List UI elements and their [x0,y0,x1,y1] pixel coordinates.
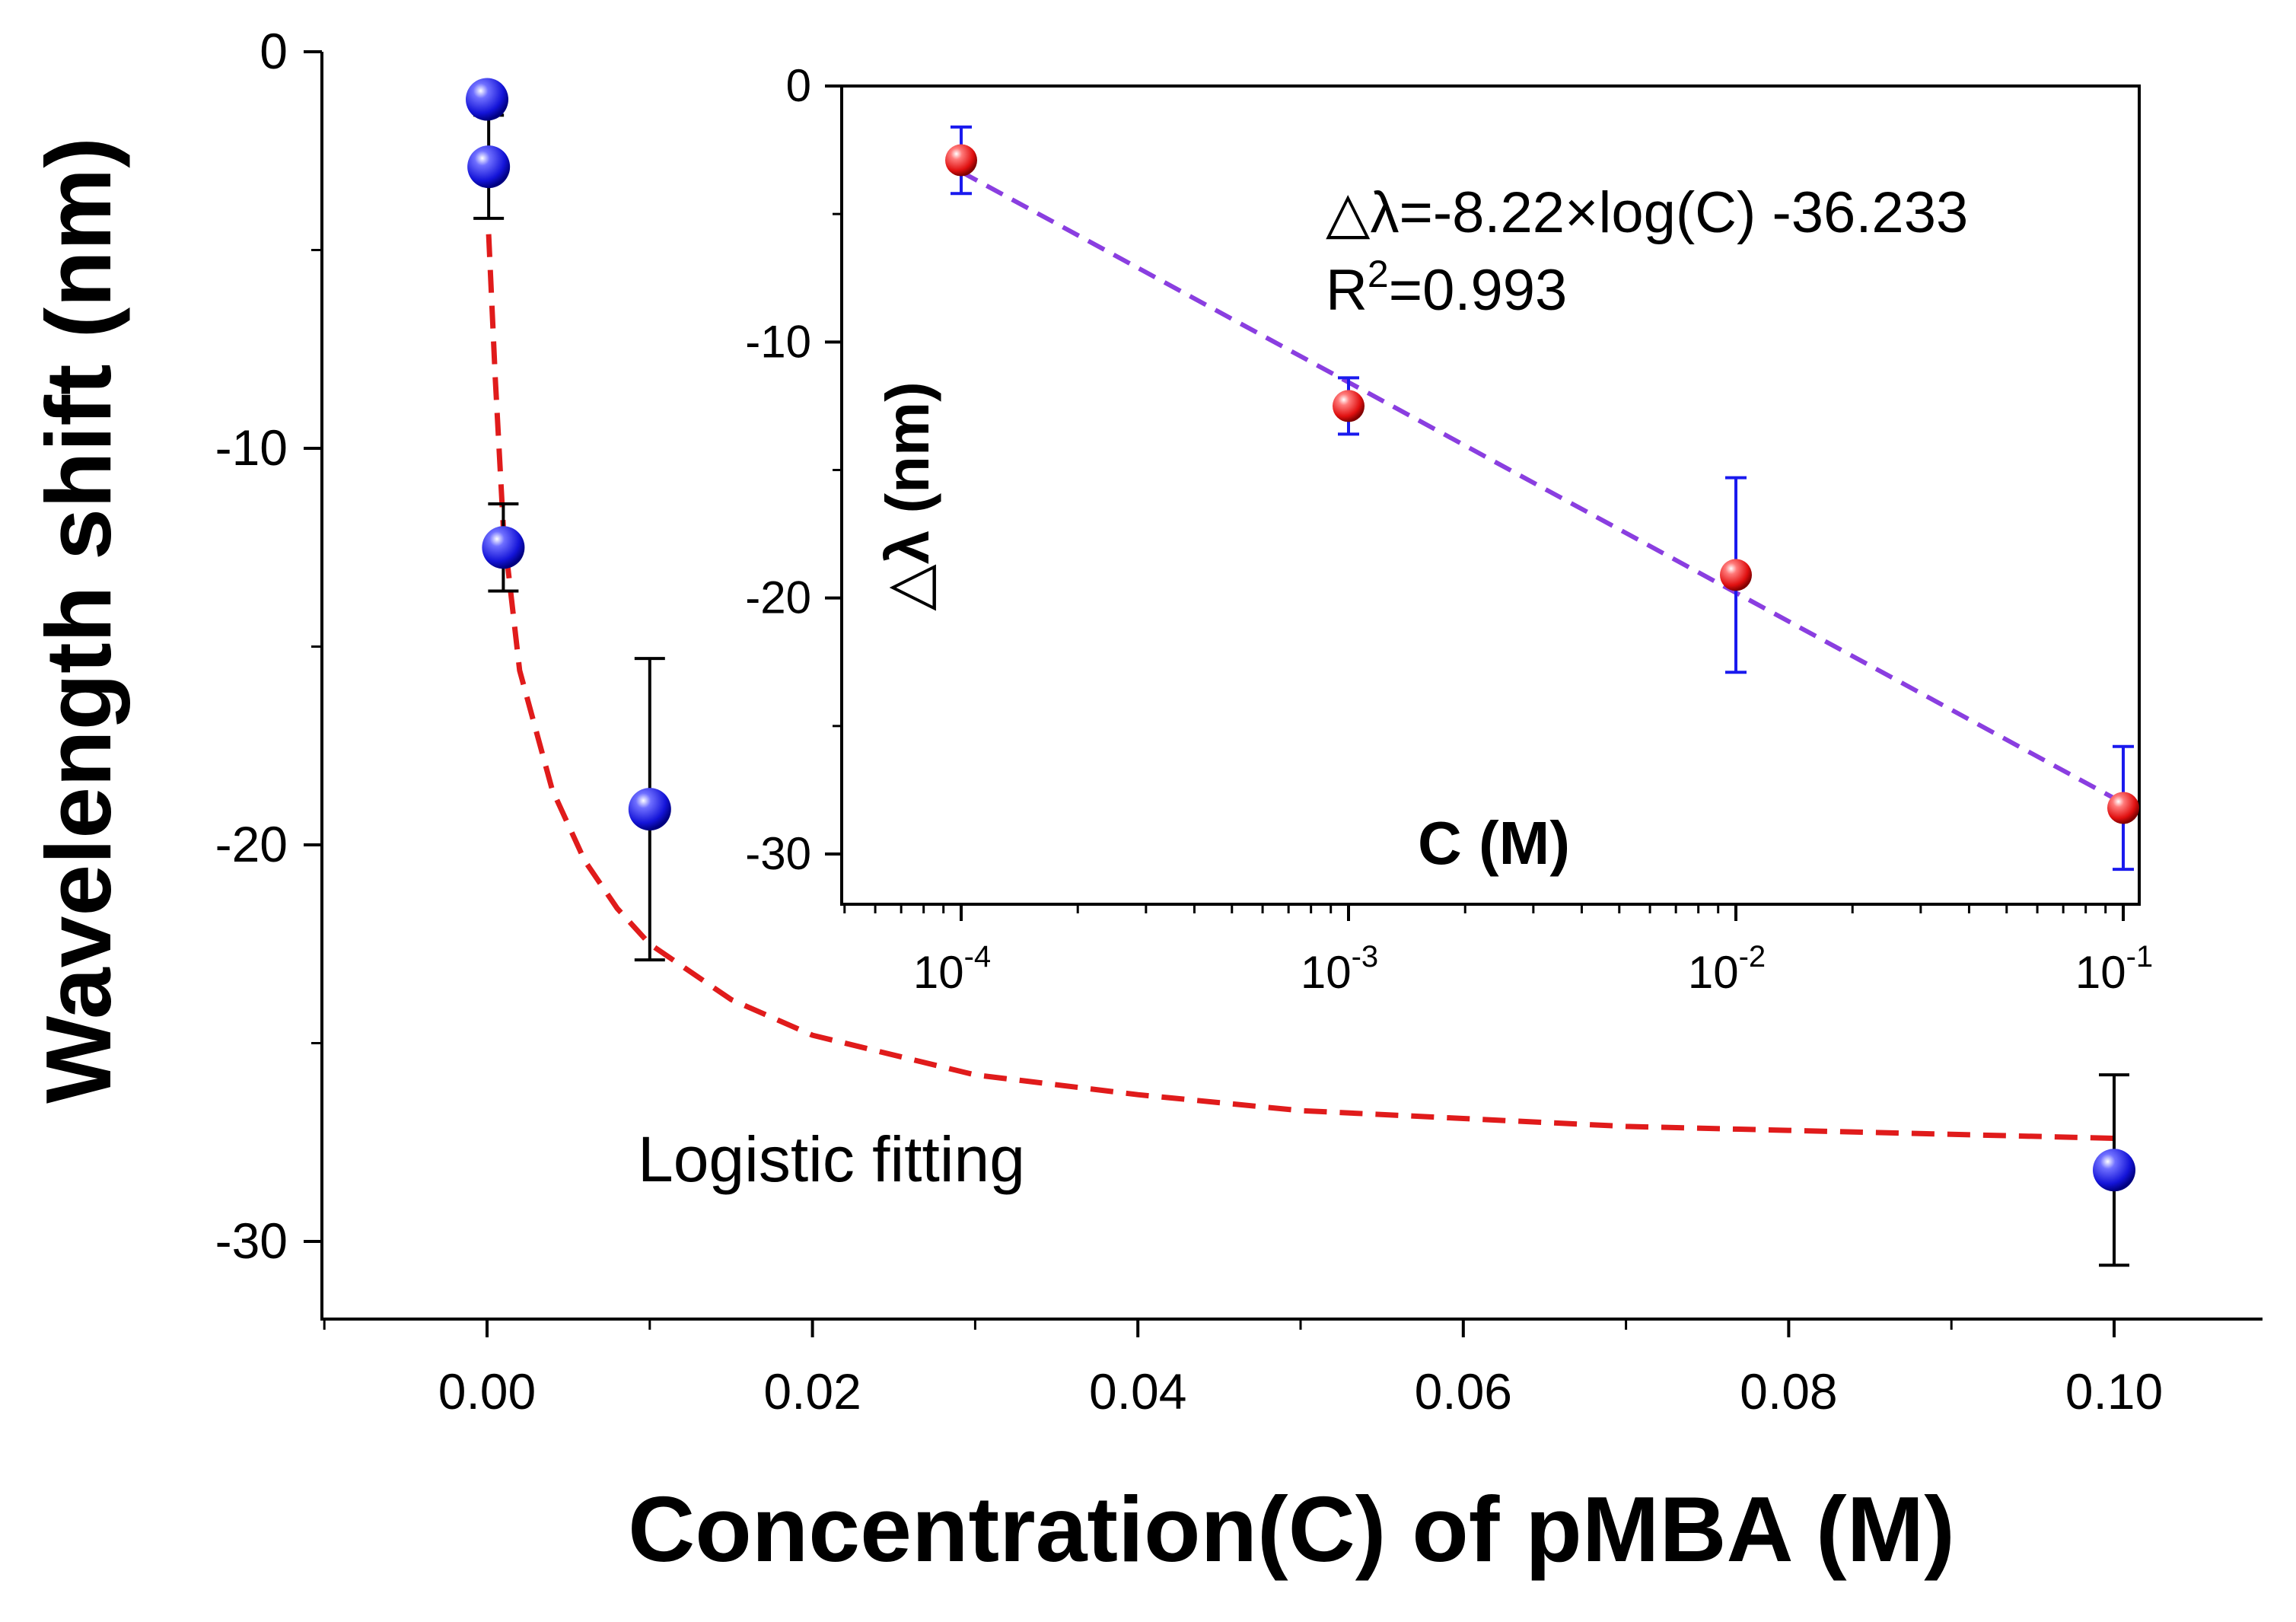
main-x-ticks: 0.00 0.02 0.04 0.06 0.08 0.10 [323,1319,2163,1420]
inset-x-tick-exponent: -3 [1352,940,1379,974]
inset-x-tick-base: 10 [1688,947,1739,998]
inset-data-points [945,144,2139,824]
main-y-tick-label: -10 [215,419,288,476]
r-squared-value: =0.993 [1389,258,1568,323]
inset-x-tick-exponent: -2 [1739,940,1766,974]
inset-y-tick-label: -30 [745,828,811,879]
main-y-tick-label: 0 [260,23,288,79]
inset-x-tick-label: 10-3 [1301,940,1378,998]
inset-linear-fit-line [960,170,2125,805]
inset-data-point [945,144,977,177]
main-x-tick-label: 0.06 [1415,1363,1512,1420]
main-x-tick-label: 0.04 [1089,1363,1186,1420]
fit-equation: △λ=-8.22×log(C) -36.233 [1326,180,1968,245]
main-data-point [467,145,511,189]
main-x-axis-title: Concentration(C) of pMBA (M) [628,1477,1955,1581]
r-squared: R2=0.993 [1326,253,1567,323]
inset-plot: 10-4 10-3 10-2 10-1 0-10-20-30 △λ=-8.22×log… [745,60,2153,998]
main-x-tick-label: 0.08 [1740,1363,1837,1420]
inset-y-tick-label: -10 [745,316,811,367]
inset-x-tick-label: 10-4 [913,940,991,998]
inset-y-tick-label: -20 [745,572,811,623]
main-error-bars [473,113,2129,1267]
inset-x-tick-base: 10 [1301,947,1352,998]
main-data-point [628,788,671,831]
inset-y-tick-label: 0 [786,60,811,111]
main-axes [320,52,2263,1321]
main-data-point [466,78,508,121]
main-x-tick-label: 0.10 [2065,1363,2163,1420]
inset-data-point [1720,559,1752,591]
inset-x-tick-label: 10-1 [2075,940,2153,998]
main-y-tick-label: -20 [215,816,288,872]
main-data-point [482,526,525,569]
inset-x-tick-base: 10 [913,947,964,998]
main-logistic-fit-curve [486,234,2115,1141]
inset-data-point [1333,390,1365,422]
main-plot: 0.00 0.02 0.04 0.06 0.08 0.10 0-10-20-30 Logi… [27,23,2263,1581]
main-data-points [466,78,2135,1192]
inset-x-tick-exponent: -4 [964,940,992,974]
inset-x-tick-base: 10 [2075,947,2126,998]
inset-data-point [2107,792,2139,824]
main-x-tick-label: 0.00 [438,1363,536,1420]
main-y-tick-label: -30 [215,1213,288,1269]
inset-x-tick-label: 10-2 [1688,940,1766,998]
main-y-axis-title: Wavelength shift (nm) [27,137,130,1104]
r-squared-prefix: R [1326,258,1368,323]
main-x-tick-label: 0.02 [763,1363,861,1420]
r-squared-exponent: 2 [1368,253,1389,295]
inset-frame [840,84,2141,906]
inset-y-ticks: 0 -10 -20 -30 [745,60,842,879]
inset-y-axis-title: △λ (nm) [874,381,941,611]
logistic-fit-label: Logistic fitting [638,1123,1025,1195]
inset-x-axis-title: C (M) [1418,809,1570,877]
main-y-ticks: 0 -10 -20 -30 [215,23,322,1269]
inset-x-tick-exponent: -1 [2126,940,2154,974]
main-data-point [2093,1149,2135,1192]
inset-x-ticks: 10-4 10-3 10-2 10-1 [843,904,2153,998]
